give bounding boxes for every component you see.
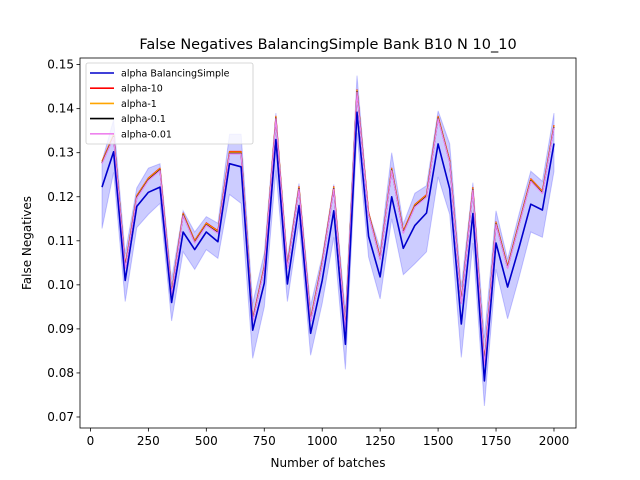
legend-label: alpha-0.1 — [121, 114, 166, 125]
y-tick-label: 0.14 — [47, 102, 74, 116]
x-tick-label: 750 — [253, 434, 276, 448]
legend-box — [85, 62, 254, 145]
x-tick-label: 1000 — [307, 434, 338, 448]
x-axis-title: Number of batches — [271, 456, 386, 470]
y-tick-label: 0.15 — [47, 58, 74, 72]
x-tick-label: 2000 — [539, 434, 570, 448]
x-axis: 0 250 500 750 1000 1250 1500 1750 2000 — [87, 428, 570, 448]
y-tick-label: 0.13 — [47, 146, 74, 160]
legend-label: alpha-1 — [121, 99, 157, 110]
y-tick-label: 0.10 — [47, 278, 74, 292]
legend-label: alpha-0.01 — [121, 129, 172, 140]
x-tick-label: 1250 — [365, 434, 396, 448]
series-line-alpha-balancingsimple — [101, 111, 555, 382]
plot-frame — [79, 57, 577, 429]
legend-label: alpha-10 — [121, 84, 163, 95]
y-tick-label: 0.12 — [47, 190, 74, 204]
y-tick-label: 0.08 — [47, 366, 74, 380]
x-tick-label: 1750 — [481, 434, 512, 448]
x-tick-label: 250 — [137, 434, 160, 448]
chart-title: False Negatives BalancingSimple Bank B10… — [139, 37, 516, 53]
plot-area — [101, 75, 555, 407]
y-tick-label: 0.09 — [47, 322, 74, 336]
y-axis-title: False Negatives — [20, 196, 34, 290]
y-axis: 0.07 0.08 0.09 0.10 0.11 0.12 0.13 0.14 0.15 — [47, 58, 80, 424]
legend-label: alpha BalancingSimple — [121, 69, 230, 80]
x-tick-label: 500 — [195, 434, 218, 448]
x-tick-label: 1500 — [423, 434, 454, 448]
y-tick-label: 0.11 — [47, 234, 74, 248]
legend: alpha BalancingSimple alpha-10 alpha-1 alph… — [85, 62, 254, 145]
y-tick-label: 0.07 — [47, 410, 74, 424]
x-tick-label: 0 — [87, 434, 95, 448]
series-line-alpha-0-01 — [101, 91, 555, 366]
